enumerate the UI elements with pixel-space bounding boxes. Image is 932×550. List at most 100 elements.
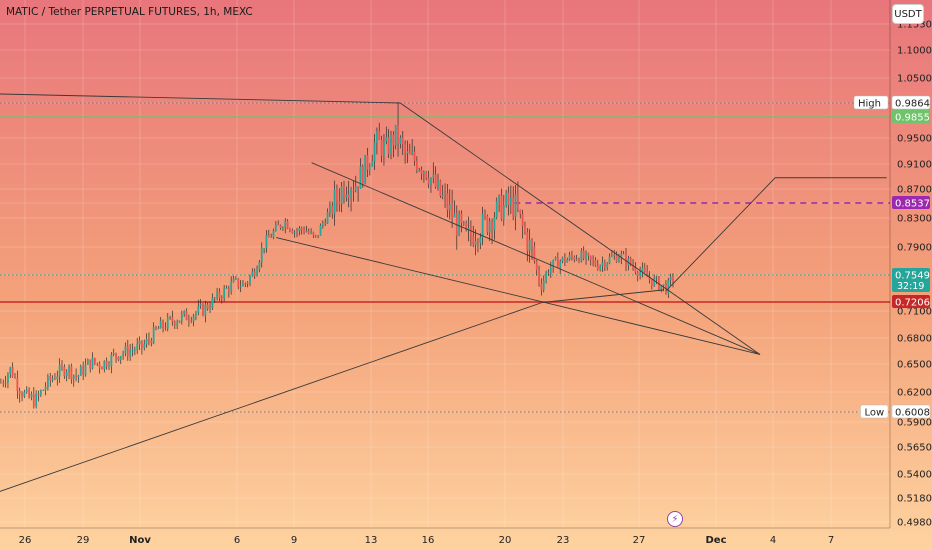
- candle-body: [519, 209, 522, 215]
- time-tick-label: 23: [557, 535, 570, 546]
- currency-button[interactable]: USDT: [892, 4, 924, 24]
- candle-body: [620, 253, 623, 259]
- candle-body: [531, 240, 533, 247]
- candle-body: [354, 186, 357, 191]
- candle-body: [227, 287, 230, 292]
- price-level-tag: [892, 268, 930, 292]
- price-tick-label: 0.6800: [897, 334, 932, 345]
- candle-body: [49, 376, 52, 381]
- price-level-tag: [891, 95, 931, 110]
- candle-body: [385, 137, 388, 142]
- price-tick-label: 0.5400: [897, 470, 932, 481]
- candle-body: [512, 197, 515, 217]
- candle-body: [331, 205, 334, 214]
- candle-body: [103, 360, 106, 370]
- price-tick-label: 0.9100: [897, 160, 932, 171]
- candle-body: [98, 363, 101, 368]
- candle-body: [500, 195, 503, 220]
- candle-body: [467, 228, 470, 230]
- candle-body: [378, 131, 381, 140]
- price-level-value: 0.6008: [895, 408, 930, 419]
- candle-body: [84, 364, 87, 375]
- candle-body: [272, 230, 275, 238]
- candle-body: [279, 225, 282, 228]
- candle-body: [86, 359, 89, 365]
- lightning-icon[interactable]: ⚡: [667, 511, 683, 527]
- candle-body: [202, 304, 204, 316]
- candle-body: [307, 230, 310, 234]
- time-tick-label: 26: [19, 535, 32, 546]
- candle-body: [505, 192, 508, 206]
- candle-body: [488, 221, 491, 233]
- candle-body: [387, 137, 390, 155]
- price-axis[interactable]: 1.1530 1.1000 1.0500 0.9500 0.9100 0.8700 0.83…: [853, 0, 932, 550]
- candle-body: [188, 320, 190, 321]
- price-level-value: 0.7549: [895, 271, 930, 282]
- candle-body: [11, 367, 14, 377]
- candle-body: [406, 151, 409, 154]
- candle-body: [528, 240, 531, 252]
- candle-body: [453, 213, 456, 218]
- candle-body: [267, 235, 270, 238]
- candle-body: [364, 155, 367, 185]
- candle-body: [514, 194, 517, 217]
- candle-body: [517, 194, 519, 210]
- price-tick-label: 0.5650: [897, 443, 932, 454]
- candle-body: [618, 258, 620, 262]
- candle-body: [32, 394, 35, 407]
- candle-body: [486, 215, 489, 233]
- candle-body: [554, 257, 557, 260]
- candle-body: [603, 262, 606, 268]
- candle-body: [232, 278, 235, 283]
- time-axis[interactable]: 26 29 Nov 6 9 13 16 20 23 27 Dec 4 7: [0, 527, 890, 546]
- candle-body: [394, 124, 397, 146]
- candle-body: [533, 246, 536, 262]
- candle-body: [578, 258, 580, 262]
- candle-body: [237, 278, 240, 288]
- candle-body: [303, 229, 305, 232]
- candle-body: [390, 134, 392, 155]
- candle-body: [343, 186, 345, 198]
- candle-body: [329, 205, 331, 213]
- candle-body: [636, 272, 639, 276]
- trendline-layer[interactable]: [0, 93, 887, 496]
- candle-body: [502, 205, 505, 220]
- candle-body: [185, 310, 188, 321]
- candle-body: [110, 354, 113, 367]
- candle-body: [587, 253, 590, 256]
- candle-body: [35, 393, 38, 407]
- candle-body: [28, 389, 30, 398]
- trendline: [542, 289, 664, 303]
- candle-body: [655, 277, 658, 279]
- candle-body: [615, 255, 618, 262]
- candle-body: [599, 265, 602, 270]
- candle-body: [213, 297, 216, 299]
- candle-body: [162, 320, 164, 328]
- candle-body: [47, 376, 49, 388]
- candle-body: [352, 190, 355, 191]
- time-tick-label: 4: [770, 535, 776, 546]
- candle-body: [63, 366, 66, 377]
- candle-body: [596, 265, 599, 270]
- candle-body: [437, 180, 439, 188]
- candle-body: [256, 269, 258, 277]
- candle-body: [277, 224, 280, 226]
- trendline: [276, 237, 761, 355]
- candle-body: [368, 166, 371, 170]
- candle-body: [321, 223, 324, 226]
- candle-body: [305, 230, 308, 232]
- candle-body: [592, 259, 594, 261]
- candle-body: [538, 270, 540, 284]
- candle-layer: [0, 102, 674, 409]
- price-level-value: 0.9864: [895, 99, 930, 110]
- candle-body: [253, 271, 256, 277]
- time-tick-label: 9: [291, 535, 297, 546]
- candle-body: [274, 224, 277, 231]
- candle-body: [112, 353, 115, 355]
- candle-body: [136, 344, 139, 351]
- price-tick-label: 0.5900: [897, 418, 932, 429]
- candle-body: [357, 186, 359, 189]
- candle-body: [169, 317, 171, 318]
